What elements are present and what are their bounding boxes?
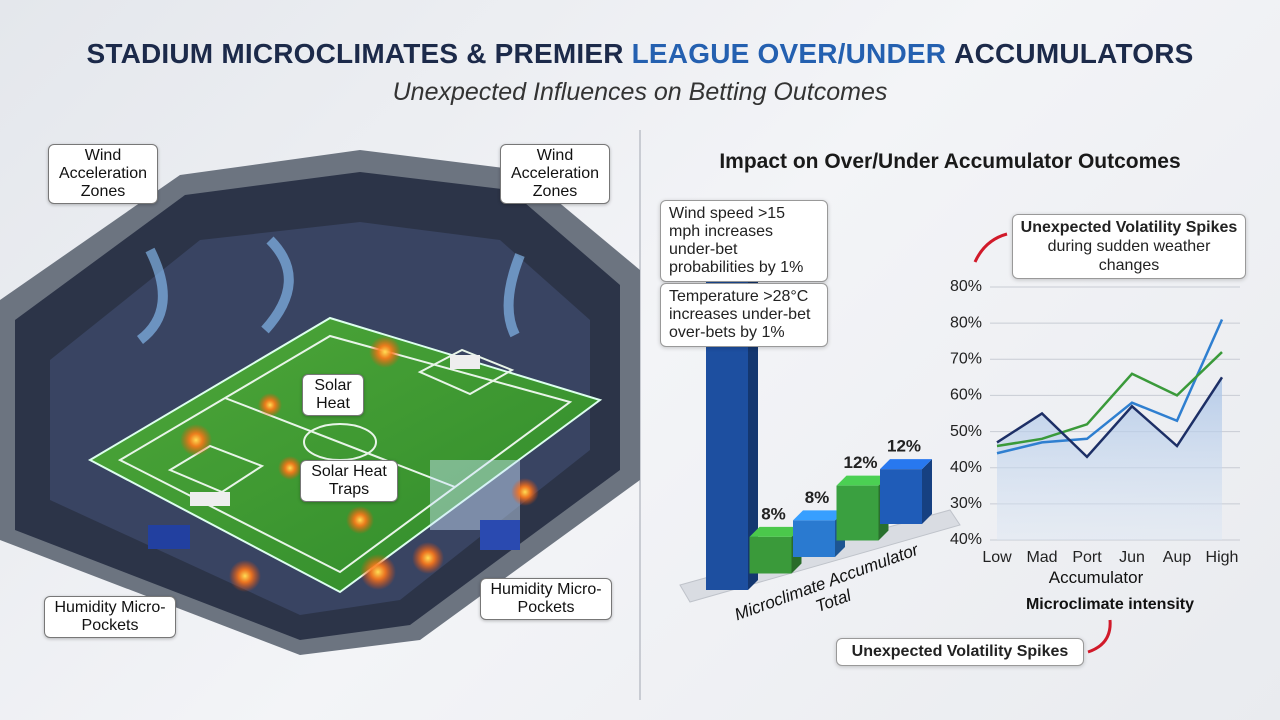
- bar: [880, 469, 922, 524]
- annotation: during sudden weather changes: [1047, 238, 1211, 274]
- y-tick-label: 60%: [950, 387, 982, 404]
- title-highlight: LEAGUE OVER/UNDER: [631, 38, 947, 69]
- title-part: ACCUMULATORS: [954, 38, 1194, 69]
- title-part: STADIUM MICROCLIMATES & PREMIER: [86, 38, 624, 69]
- stadium-label: Solar Heat: [302, 374, 364, 416]
- x-tick-label: Mad: [1026, 549, 1057, 566]
- stadium-label: Wind Acceleration Zones: [500, 144, 610, 204]
- annotation-box: Unexpected Volatility Spikes during sudde…: [1012, 214, 1246, 279]
- series-line: [996, 376, 1224, 459]
- annotation: Wind speed >15 mph increases under-bet p…: [660, 200, 828, 282]
- value-label: 12%: [887, 437, 921, 456]
- x-tick-label: Low: [982, 549, 1012, 566]
- annotation: Unexpected Volatility Spikes: [1020, 219, 1238, 236]
- stadium-label: Solar Heat Traps: [300, 460, 398, 502]
- bar-side: [922, 459, 932, 524]
- y-tick-label: 80%: [950, 314, 982, 331]
- value-label: 8%: [761, 504, 786, 523]
- stadium-label: Wind Acceleration Zones: [48, 144, 158, 204]
- bar-top: [749, 526, 802, 537]
- caption: Microclimate intensity: [1025, 596, 1195, 613]
- series-line: [996, 351, 1223, 448]
- value-label: 8%: [805, 488, 830, 507]
- x-tick-label: Jun: [1119, 549, 1145, 566]
- panel-title: Impact on Over/Under Accumulator Outcome…: [719, 150, 1181, 173]
- y-tick-label: 50%: [950, 423, 982, 440]
- y-tick-label: 30%: [950, 495, 982, 512]
- callout-arrows: [973, 232, 1112, 654]
- subtitle: Unexpected Influences on Betting Outcome…: [392, 78, 888, 106]
- bar-top: [836, 475, 889, 486]
- annotation: Unexpected Volatility Spikes: [836, 638, 1084, 666]
- bar: [793, 520, 835, 557]
- series-line: [996, 319, 1224, 455]
- y-tick-label: 40%: [950, 459, 982, 476]
- area: [997, 377, 1222, 540]
- value-label: 12%: [843, 453, 877, 472]
- y-tick-label: 70%: [950, 351, 982, 368]
- stadium-label: Humidity Micro-Pockets: [44, 596, 176, 638]
- x-axis-label: Accumulator: [1048, 568, 1144, 587]
- bar: [749, 536, 792, 574]
- annotation: Temperature >28°C increases under-bet ov…: [660, 283, 828, 347]
- title: STADIUM MICROCLIMATES & PREMIER LEAGUE OV…: [0, 38, 1280, 70]
- x-tick-label: High: [1206, 549, 1239, 566]
- bar-top: [793, 510, 845, 521]
- bar: [836, 485, 879, 541]
- x-tick-label: Aup: [1163, 549, 1192, 566]
- bar-top: [880, 459, 932, 470]
- stadium-label: Humidity Micro-Pockets: [480, 578, 612, 620]
- y-tick-label: 40%: [950, 531, 982, 548]
- y-tick-label: 80%: [950, 278, 982, 295]
- x-tick-label: Port: [1072, 549, 1102, 566]
